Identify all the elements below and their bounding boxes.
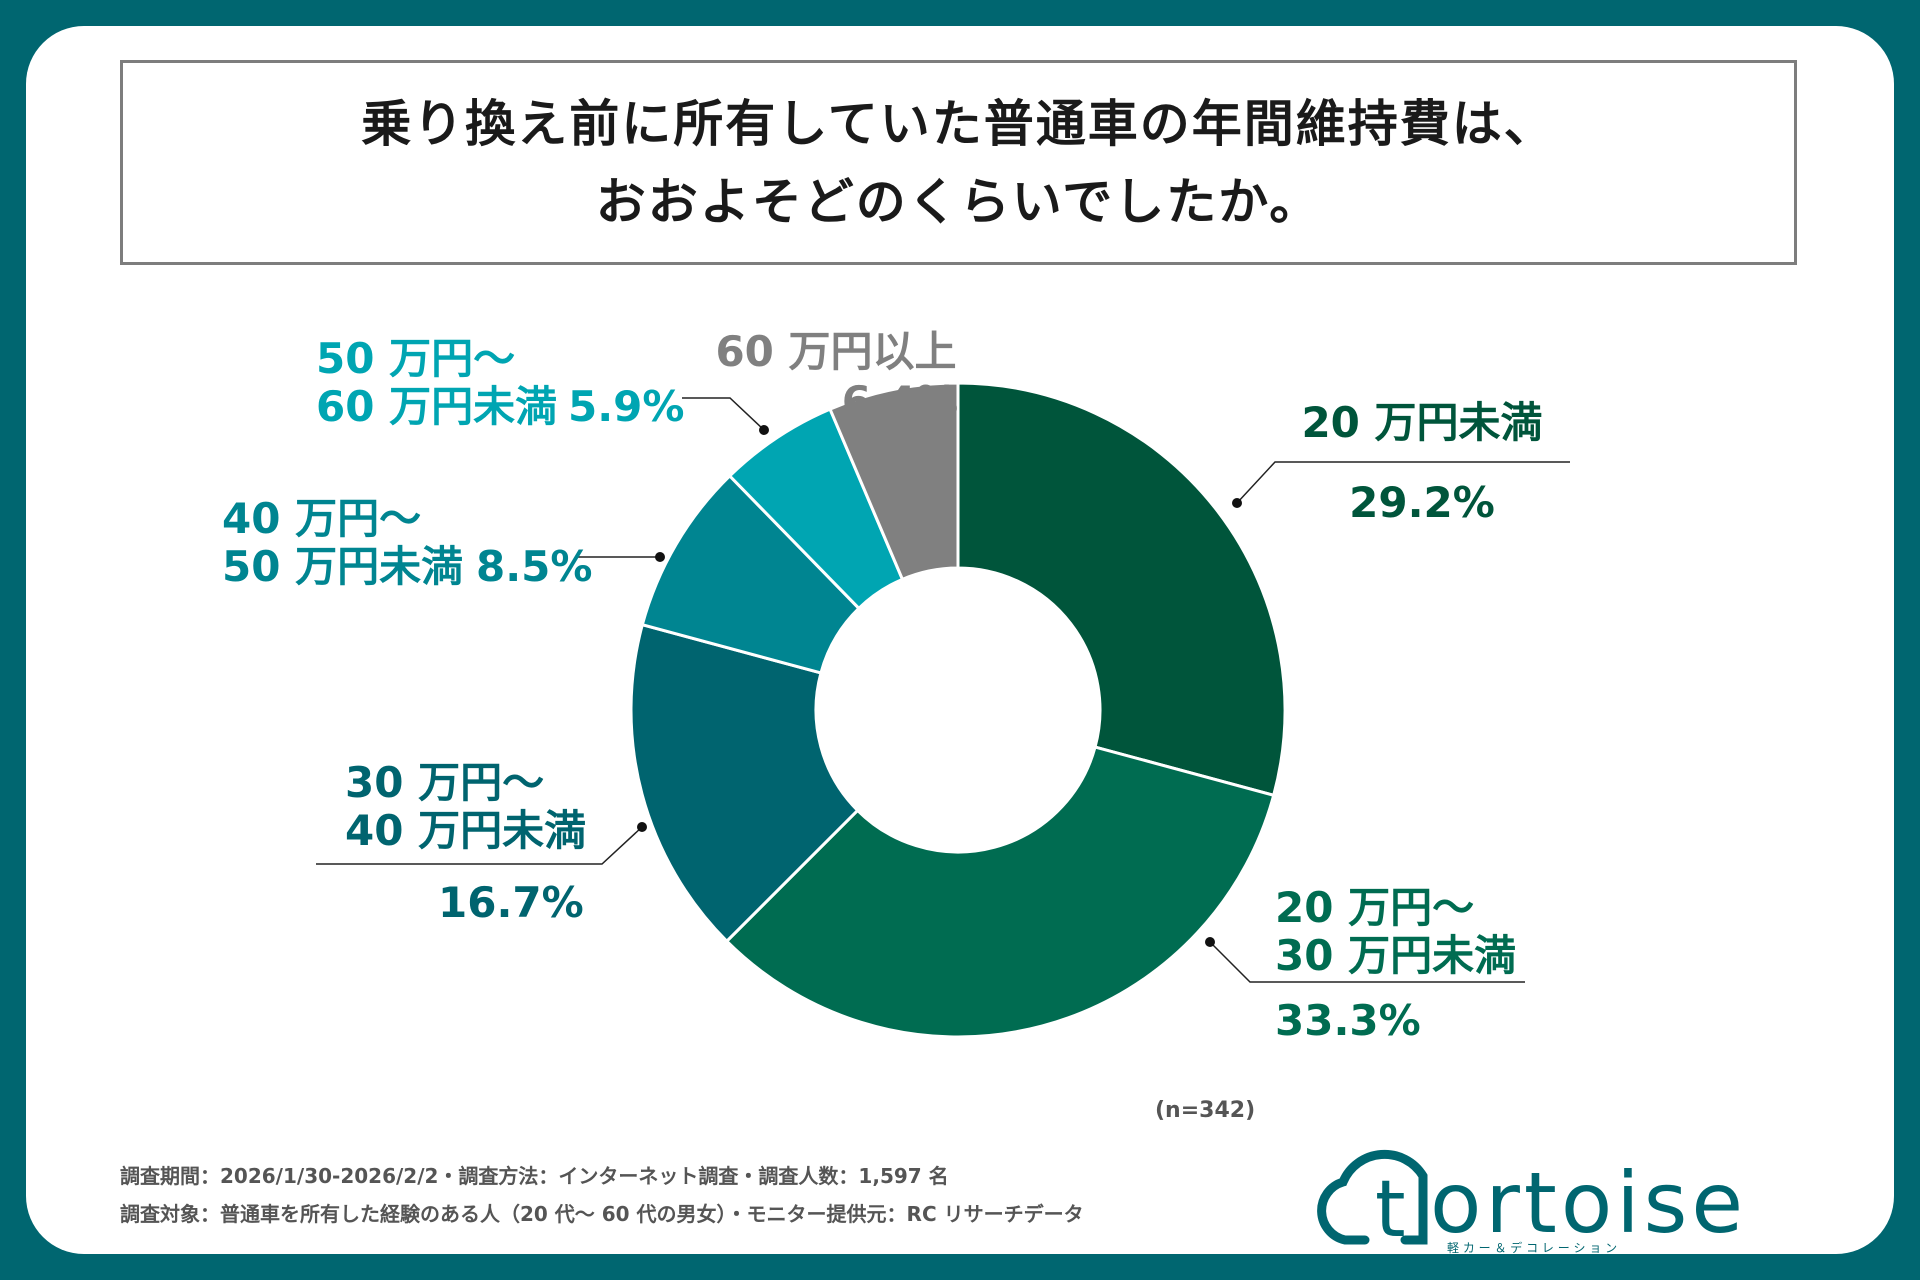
slice-6-percent: 6.4% bbox=[842, 377, 958, 426]
survey-info-line-1: 調査期間：2026/1/30-2026/2/2・調査方法：インターネット調査・調… bbox=[120, 1164, 949, 1188]
slice-4-name-line-2: 50 万円未満 bbox=[222, 542, 463, 591]
tortoise-logo: t ortoise 軽 カ ー ＆ デ コ レ ー シ ョ ン bbox=[1317, 1149, 1747, 1255]
leader-line-2 bbox=[1209, 941, 1525, 983]
slice-2-name-line-2: 30 万円未満 bbox=[1275, 931, 1516, 980]
logo-cloud-icon bbox=[1317, 1149, 1428, 1245]
slice-3-name-line-2: 40 万円未満 bbox=[345, 806, 586, 855]
donut-slice-1 bbox=[956, 381, 1287, 798]
donut-slices bbox=[629, 381, 1287, 1039]
slice-6-name-line-1: 60 万円以上 bbox=[715, 327, 956, 376]
logo-t-letter: t bbox=[1375, 1165, 1406, 1255]
sample-size-note: (n=342) bbox=[1155, 1098, 1256, 1123]
donut-slice-3 bbox=[629, 622, 860, 944]
survey-info-line-2: 調査対象：普通車を所有した経験のある人（20 代〜 60 代の男女）・モニター提… bbox=[120, 1202, 1084, 1226]
title-box: 乗り換え前に所有していた普通車の年間維持費は、 おおよそどのくらいでしたか。 bbox=[120, 60, 1797, 265]
slice-1-percent: 29.2% bbox=[1349, 478, 1495, 527]
leader-lines bbox=[316, 397, 1570, 983]
slice-4-name-line-1: 40 万円〜 bbox=[222, 494, 421, 543]
slice-5-name-line-1: 50 万円〜 bbox=[316, 334, 515, 383]
slice-4-percent: 8.5% bbox=[476, 542, 592, 591]
leader-dot-1 bbox=[1232, 498, 1242, 508]
leader-line-3 bbox=[316, 826, 643, 865]
slice-5-name-line-2: 60 万円未満 bbox=[316, 382, 557, 431]
leader-dot-3 bbox=[637, 822, 647, 832]
slice-3-name-line-1: 30 万円〜 bbox=[345, 758, 544, 807]
title-line-1: 乗り換え前に所有していた普通車の年間維持費は、 bbox=[361, 94, 1556, 153]
card bbox=[26, 26, 1894, 1254]
leader-dot-5 bbox=[759, 425, 769, 435]
title-line-2: おおよそどのくらいでしたか。 bbox=[595, 172, 1322, 231]
slice-2-percent: 33.3% bbox=[1275, 996, 1421, 1045]
slice-2-name-line-1: 20 万円〜 bbox=[1275, 883, 1474, 932]
leader-dot-2 bbox=[1205, 937, 1215, 947]
donut-slice-6 bbox=[828, 381, 960, 582]
logo-tagline: 軽 カ ー ＆ デ コ レ ー シ ョ ン bbox=[1447, 1240, 1617, 1255]
leader-line-5 bbox=[682, 397, 765, 431]
slice-1-name-line-1: 20 万円未満 bbox=[1301, 398, 1542, 447]
leader-dot-4 bbox=[655, 552, 665, 562]
leader-line-1 bbox=[1236, 461, 1570, 504]
donut-slice-2 bbox=[724, 745, 1276, 1039]
logo-wordmark: ortoise bbox=[1430, 1154, 1747, 1252]
slice-3-percent: 16.7% bbox=[438, 878, 584, 927]
slice-5-percent: 5.9% bbox=[568, 382, 684, 431]
